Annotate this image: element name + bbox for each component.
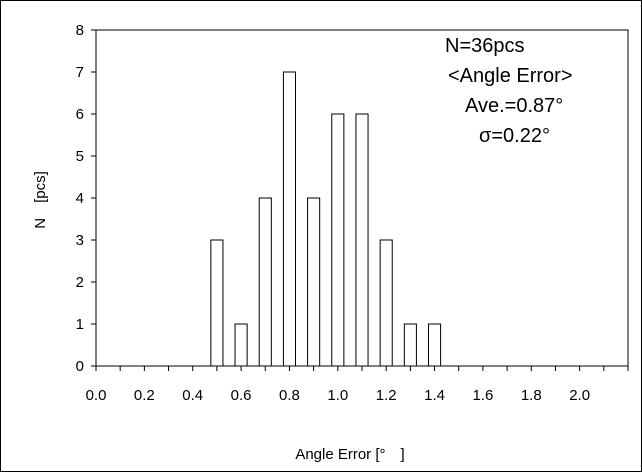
x-tick-label: 0.0 xyxy=(86,387,107,404)
y-tick-label: 5 xyxy=(76,148,84,165)
histogram-bar xyxy=(403,323,417,367)
x-tick-label: 1.0 xyxy=(327,387,348,404)
histogram-bar xyxy=(331,113,345,367)
y-tick-label: 7 xyxy=(76,64,84,81)
histogram-bar xyxy=(234,323,248,367)
annotation-sigma: σ=0.22° xyxy=(479,125,550,147)
y-tick-label: 4 xyxy=(76,190,84,207)
x-tick-label: 0.8 xyxy=(279,387,300,404)
x-tick-label: 0.2 xyxy=(134,387,155,404)
x-tick-label: 0.4 xyxy=(182,387,203,404)
histogram-bar xyxy=(258,197,272,367)
histogram-bar xyxy=(355,113,369,367)
y-tick-label: 0 xyxy=(76,358,84,375)
histogram-bar xyxy=(428,323,442,367)
y-tick-label: 8 xyxy=(76,22,84,39)
annotation-title: <Angle Error> xyxy=(448,65,573,87)
y-tick-label: 3 xyxy=(76,232,84,249)
x-tick-label: 1.2 xyxy=(376,387,397,404)
x-tick-label: 1.8 xyxy=(521,387,542,404)
annotation-n: N=36pcs xyxy=(445,35,525,57)
y-tick-labels: 0 1 2 3 4 5 6 7 8 xyxy=(76,22,84,375)
annotation-average: Ave.=0.87° xyxy=(465,95,563,117)
bars xyxy=(210,71,442,367)
histogram-bar xyxy=(307,197,321,367)
y-tick-label: 1 xyxy=(76,316,84,333)
histogram-bar xyxy=(379,239,393,367)
y-tick-label: 6 xyxy=(76,106,84,123)
x-axis-label: Angle Error [° ] xyxy=(295,446,404,463)
x-tick-label: 1.4 xyxy=(424,387,445,404)
histogram-bar xyxy=(282,71,296,367)
x-tick-labels: 0.0 0.2 0.4 0.6 0.8 1.0 1.2 1.4 1.6 1.8 2.0 xyxy=(86,387,590,404)
y-tick-label: 2 xyxy=(76,274,84,291)
x-tick-label: 1.6 xyxy=(472,387,493,404)
histogram-bar xyxy=(210,239,224,367)
x-tick-label: 0.6 xyxy=(231,387,252,404)
y-axis-label: N [pcs] xyxy=(32,171,49,229)
x-tick-label: 2.0 xyxy=(569,387,590,404)
